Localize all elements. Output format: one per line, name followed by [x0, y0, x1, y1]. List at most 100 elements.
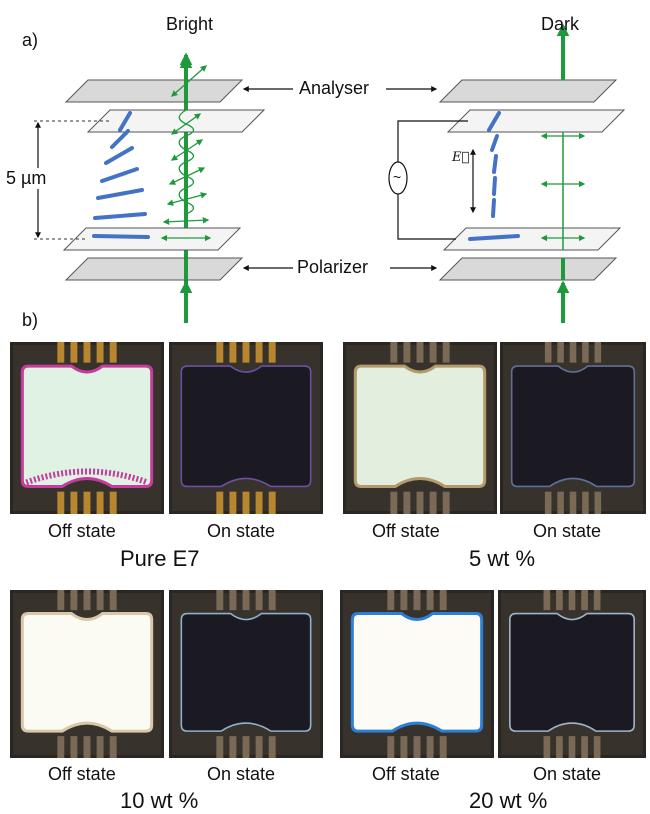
- bottom-substrate-left: [62, 227, 242, 251]
- cell-photo-20wt-on: [498, 590, 646, 758]
- contact-pin-top: [413, 590, 421, 611]
- contact-pin-top: [229, 590, 237, 611]
- sample-name-pure-e7: Pure E7: [120, 546, 200, 571]
- caption-on-5wt: On state: [533, 521, 602, 541]
- contact-pin-top: [216, 590, 224, 611]
- active-area: [20, 364, 154, 488]
- caption-on-pure-e7: On state: [207, 521, 276, 541]
- contact-pin-bottom: [400, 736, 408, 758]
- contact-pin-top: [83, 590, 91, 611]
- contact-pin-top: [426, 590, 434, 611]
- caption-off-5wt: Off state: [372, 521, 440, 541]
- contact-pin-bottom: [568, 736, 576, 758]
- cell-photo-10wt-off: [10, 590, 164, 758]
- contact-pin-top: [594, 342, 602, 363]
- contact-pin-top: [569, 342, 577, 363]
- active-area: [350, 612, 484, 733]
- caption-off-10wt: Off state: [48, 764, 116, 784]
- panel-b-label: b): [22, 310, 39, 330]
- analyser-plate-left: [64, 79, 244, 103]
- ac-source-symbol: ~: [393, 169, 402, 185]
- polarization-arrows-left: [160, 65, 212, 242]
- cell-photo-5wt-off: [343, 342, 497, 514]
- contact-pin-bottom: [268, 491, 276, 514]
- caption-on-20wt: On state: [533, 764, 602, 784]
- thickness-label: 5 µm: [6, 168, 47, 189]
- contact-pin-top: [557, 342, 564, 363]
- contact-pin-top: [429, 342, 437, 363]
- field-symbol: E⃗: [452, 150, 470, 165]
- contact-pin-top: [593, 590, 601, 611]
- contact-pin-bottom: [426, 736, 434, 758]
- contact-pin-bottom: [543, 736, 551, 758]
- contact-pin-top: [70, 590, 78, 611]
- contact-pin-bottom: [242, 491, 250, 514]
- contact-pin-bottom: [429, 491, 437, 514]
- contact-pin-top: [216, 342, 224, 363]
- contact-pin-bottom: [255, 491, 263, 514]
- cell-photo-pure-e7-off: [10, 342, 164, 514]
- contact-pin-bottom: [229, 736, 237, 758]
- caption-on-10wt: On state: [207, 764, 276, 784]
- defect-band: [25, 468, 149, 486]
- contact-pin-top: [442, 342, 450, 363]
- contact-pin-bottom: [57, 736, 65, 758]
- contact-pin-top: [544, 342, 552, 363]
- caption-off-20wt: Off state: [372, 764, 440, 784]
- contact-pin-top: [242, 342, 250, 363]
- contact-pin-top: [403, 342, 411, 363]
- contact-pin-top: [581, 590, 588, 611]
- polarizer-plate-right: [438, 257, 618, 281]
- cell-photo-5wt-on: [500, 342, 646, 514]
- contact-pin-top: [568, 590, 576, 611]
- contact-pin-top: [229, 342, 237, 363]
- contact-pin-bottom: [83, 491, 91, 514]
- contact-pin-bottom: [442, 491, 450, 514]
- contact-pin-top: [416, 342, 424, 363]
- contact-pin-bottom: [57, 491, 65, 514]
- contact-pin-bottom: [70, 491, 78, 514]
- contact-pin-bottom: [242, 736, 250, 758]
- contact-pin-top: [96, 342, 104, 363]
- contact-pin-top: [255, 342, 263, 363]
- analyser-label: Analyser: [299, 78, 370, 98]
- contact-pin-top: [70, 342, 78, 363]
- schematic-diagram: [34, 23, 626, 323]
- contact-pin-top: [439, 590, 447, 611]
- contact-pin-top: [268, 342, 276, 363]
- contact-pin-bottom: [544, 491, 552, 514]
- contact-pin-bottom: [109, 736, 117, 758]
- caption-off-pure-e7: Off state: [48, 521, 116, 541]
- contact-pin-top: [582, 342, 589, 363]
- bright-label: Bright: [166, 14, 214, 34]
- contact-pin-top: [400, 590, 408, 611]
- cell-photo-10wt-on: [169, 590, 323, 758]
- contact-pin-bottom: [403, 491, 411, 514]
- active-area: [180, 365, 312, 488]
- contact-pin-top: [109, 590, 117, 611]
- twisted-nematic-director: [92, 111, 150, 239]
- contact-pin-top: [387, 590, 395, 611]
- sample-name-20wt: 20 wt %: [469, 788, 548, 813]
- top-substrate-right: [446, 109, 626, 133]
- contact-pin-bottom: [268, 736, 276, 758]
- contact-pin-bottom: [556, 736, 563, 758]
- cell-photo-20wt-off: [340, 590, 494, 758]
- analyser-plate-right: [438, 79, 618, 103]
- contact-pin-bottom: [229, 491, 237, 514]
- contact-pin-bottom: [416, 491, 424, 514]
- contact-pin-bottom: [581, 736, 588, 758]
- contact-pin-bottom: [413, 736, 421, 758]
- contact-pin-top: [255, 590, 263, 611]
- cell-photo-pure-e7-on: [169, 342, 323, 514]
- active-area: [353, 364, 487, 488]
- contact-pin-bottom: [83, 736, 91, 758]
- contact-pin-top: [57, 342, 65, 363]
- contact-pin-bottom: [216, 736, 224, 758]
- top-substrate-left: [86, 109, 266, 133]
- homeotropic-director: [468, 111, 520, 241]
- contact-pin-bottom: [557, 491, 564, 514]
- contact-pin-bottom: [390, 491, 398, 514]
- contact-pin-top: [268, 590, 276, 611]
